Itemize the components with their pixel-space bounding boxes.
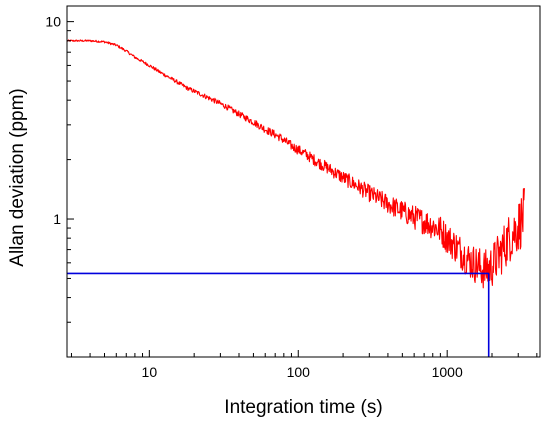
x-axis-label: Integration time (s) [224,397,382,418]
x-tick-label: 100 [287,364,311,380]
ticks-layer: 10 100 1000 1 10 [45,14,538,380]
series-layer [67,39,525,357]
plot-frame [66,5,541,358]
y-axis-label: Allan deviation (ppm) [7,88,28,266]
y-tick-label: 1 [53,211,61,227]
y-tick-label: 10 [45,14,61,30]
threshold-series-line [67,272,490,357]
x-tick-label: 10 [142,364,158,380]
x-tick-label: 1000 [432,364,463,380]
allan-deviation-series-line [67,39,525,289]
